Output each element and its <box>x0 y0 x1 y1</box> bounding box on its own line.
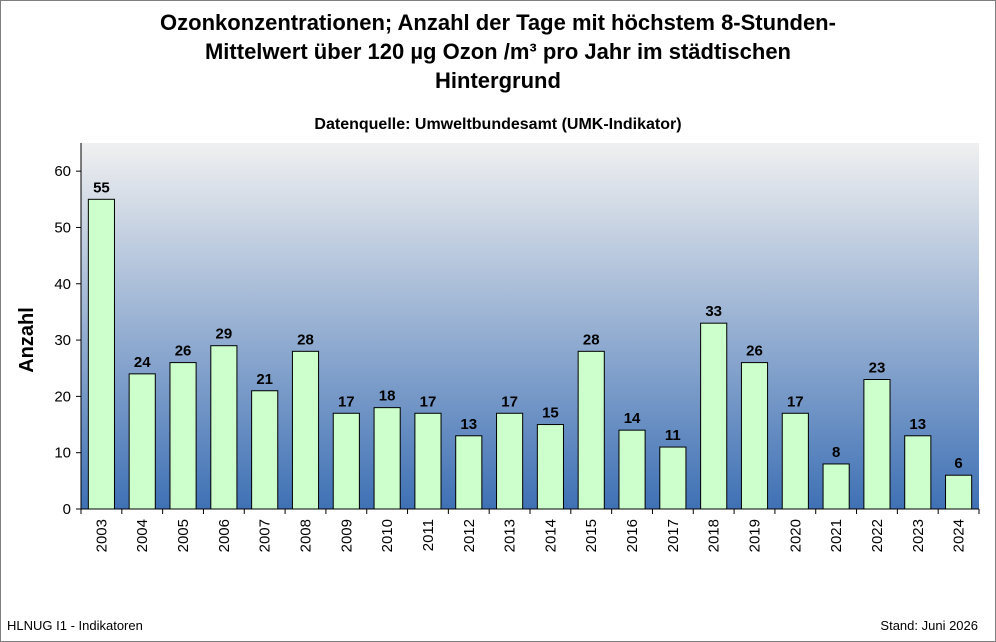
bar-value-label: 24 <box>134 354 151 371</box>
bar-2004 <box>128 373 156 510</box>
bar-2009 <box>332 412 360 510</box>
footer-date: Stand: Juni 2026 <box>880 618 978 633</box>
bar-value-label: 14 <box>624 410 641 427</box>
bar-value-label: 26 <box>746 343 763 360</box>
y-tick-label: 0 <box>63 501 71 518</box>
x-tick-label: 2012 <box>461 519 478 552</box>
x-tick-label: 2003 <box>93 519 110 552</box>
bar-2021 <box>822 463 850 510</box>
x-tick-label: 2018 <box>706 519 723 552</box>
title-line-3: Hintergrund <box>435 68 561 93</box>
y-tick-label: 30 <box>54 332 71 349</box>
bar-value-label: 13 <box>909 416 926 433</box>
bar-value-label: 17 <box>338 393 355 410</box>
x-tick-label: 2024 <box>951 519 968 552</box>
x-tick-label: 2016 <box>624 519 641 552</box>
x-tick-label: 2019 <box>747 519 764 552</box>
y-axis-label: Anzahl <box>16 307 38 373</box>
bar-value-label: 21 <box>256 371 273 388</box>
bar-value-label: 17 <box>420 393 437 410</box>
bar-value-label: 17 <box>787 393 804 410</box>
bar-2015 <box>577 350 605 510</box>
y-tick-label: 60 <box>54 163 71 180</box>
bar-2017 <box>659 446 687 510</box>
bar-value-label: 13 <box>460 416 477 433</box>
x-tick-label: 2014 <box>542 519 559 552</box>
chart-title: Ozonkonzentrationen; Anzahl der Tage mit… <box>0 8 996 95</box>
bar-value-label: 29 <box>216 326 233 343</box>
x-tick-label: 2009 <box>338 519 355 552</box>
x-tick-label: 2004 <box>134 519 151 552</box>
bar-2003 <box>87 198 115 510</box>
footer-source: HLNUG I1 - Indikatoren <box>7 618 143 633</box>
bar-2006 <box>210 345 238 510</box>
x-tick-label: 2013 <box>502 519 519 552</box>
title-line-1: Ozonkonzentrationen; Anzahl der Tage mit… <box>160 10 836 35</box>
x-tick-label: 2023 <box>910 519 927 552</box>
bar-2007 <box>251 390 279 510</box>
y-tick-label: 40 <box>54 276 71 293</box>
x-tick-label: 2020 <box>787 519 804 552</box>
bar-value-label: 23 <box>869 359 886 376</box>
title-line-2: Mittelwert über 120 µg Ozon /m³ pro Jahr… <box>204 39 791 64</box>
bar-value-label: 15 <box>542 405 559 422</box>
bar-2024 <box>945 474 973 510</box>
bar-2019 <box>740 362 769 510</box>
bar-2011 <box>414 412 442 510</box>
bar-value-label: 6 <box>954 455 962 472</box>
bar-value-label: 28 <box>297 331 314 348</box>
bar-2016 <box>618 429 646 510</box>
bar-2020 <box>781 412 809 510</box>
x-tick-label: 2006 <box>216 519 233 552</box>
bar-value-label: 26 <box>175 343 192 360</box>
bar-2012 <box>455 435 483 510</box>
x-tick-label: 2008 <box>298 519 315 552</box>
y-tick-label: 20 <box>54 388 71 405</box>
x-tick-label: 2007 <box>257 519 274 552</box>
x-tick-label: 2005 <box>175 519 192 552</box>
y-tick-label: 10 <box>54 445 71 462</box>
bar-value-label: 33 <box>705 303 722 320</box>
bar-2008 <box>291 350 320 510</box>
x-tick-label: 2022 <box>869 519 886 552</box>
bar-value-label: 8 <box>832 444 840 461</box>
bar-2005 <box>169 362 197 510</box>
x-tick-label: 2015 <box>583 519 600 552</box>
bars: 55 24 26 29 21 28 17 18 17 13 17 15 28 14 11 33 26 17 8 23 1… <box>87 179 973 510</box>
y-axis: 0 10 20 30 40 50 60 <box>54 143 82 518</box>
chart-subtitle: Datenquelle: Umweltbundesamt (UMK-Indika… <box>314 116 682 133</box>
bar-2022 <box>863 378 891 510</box>
bar-2013 <box>496 412 524 510</box>
bar-2014 <box>536 424 564 510</box>
bar-2018 <box>700 322 728 510</box>
bar-2010 <box>373 407 401 510</box>
bar-2023 <box>904 435 932 510</box>
bar-value-label: 11 <box>665 427 681 444</box>
x-tick-label: 2010 <box>379 519 396 552</box>
x-tick-label: 2011 <box>420 519 437 551</box>
bar-value-label: 28 <box>583 331 600 348</box>
x-tick-label: 2021 <box>828 519 845 552</box>
bar-value-label: 17 <box>501 393 518 410</box>
bar-value-label: 18 <box>379 388 396 405</box>
x-tick-label: 2017 <box>665 519 682 552</box>
y-tick-label: 50 <box>54 219 71 236</box>
bar-value-label: 55 <box>93 179 110 196</box>
x-axis: 2003 2004 2005 2006 2007 2008 2009 2010 2011 2012… <box>80 508 980 552</box>
